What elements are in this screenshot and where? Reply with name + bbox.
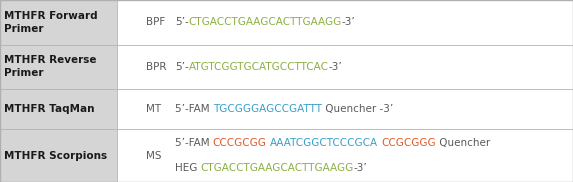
Text: 5’-FAM: 5’-FAM (175, 104, 213, 114)
Text: -3’: -3’ (328, 62, 342, 72)
Text: Quencher -3’: Quencher -3’ (321, 104, 393, 114)
Text: CTGACCTGAAGCACTTGAAGG: CTGACCTGAAGCACTTGAAGG (189, 17, 342, 27)
Text: 5’-: 5’- (175, 62, 189, 72)
Text: BPF: BPF (146, 17, 166, 27)
Text: MTHFR TaqMan: MTHFR TaqMan (4, 104, 95, 114)
Text: TGCGGGAGCCGATTT: TGCGGGAGCCGATTT (213, 104, 321, 114)
Bar (0, 89, 117, 129)
Text: Quencher: Quencher (435, 139, 490, 149)
Text: BPR: BPR (146, 62, 167, 72)
Text: 5’-FAM: 5’-FAM (175, 139, 213, 149)
Text: 5’-: 5’- (175, 17, 189, 27)
Text: MTHFR Reverse
Primer: MTHFR Reverse Primer (4, 56, 96, 78)
Text: CCCGCGG: CCCGCGG (213, 139, 266, 149)
Text: MS: MS (146, 151, 162, 161)
Bar (117, 129, 573, 182)
Text: AAATCGGCTCCCGCA: AAATCGGCTCCCGCA (270, 139, 378, 149)
Bar (0, 129, 117, 182)
Text: HEG: HEG (175, 163, 201, 173)
Bar (117, 0, 573, 45)
Bar (117, 45, 573, 89)
Text: -3’: -3’ (354, 163, 367, 173)
Bar (0, 45, 117, 89)
Text: ATGTCGGTGCATGCCTTCAC: ATGTCGGTGCATGCCTTCAC (189, 62, 328, 72)
Bar (0, 0, 117, 45)
Text: -3’: -3’ (342, 17, 355, 27)
Text: MTHFR Scorpions: MTHFR Scorpions (4, 151, 107, 161)
Text: MTHFR Forward
Primer: MTHFR Forward Primer (4, 11, 97, 34)
Text: CCGCGGG: CCGCGGG (381, 139, 435, 149)
Text: CTGACCTGAAGCACTTGAAGG: CTGACCTGAAGCACTTGAAGG (201, 163, 354, 173)
Text: MT: MT (146, 104, 161, 114)
Bar (117, 89, 573, 129)
